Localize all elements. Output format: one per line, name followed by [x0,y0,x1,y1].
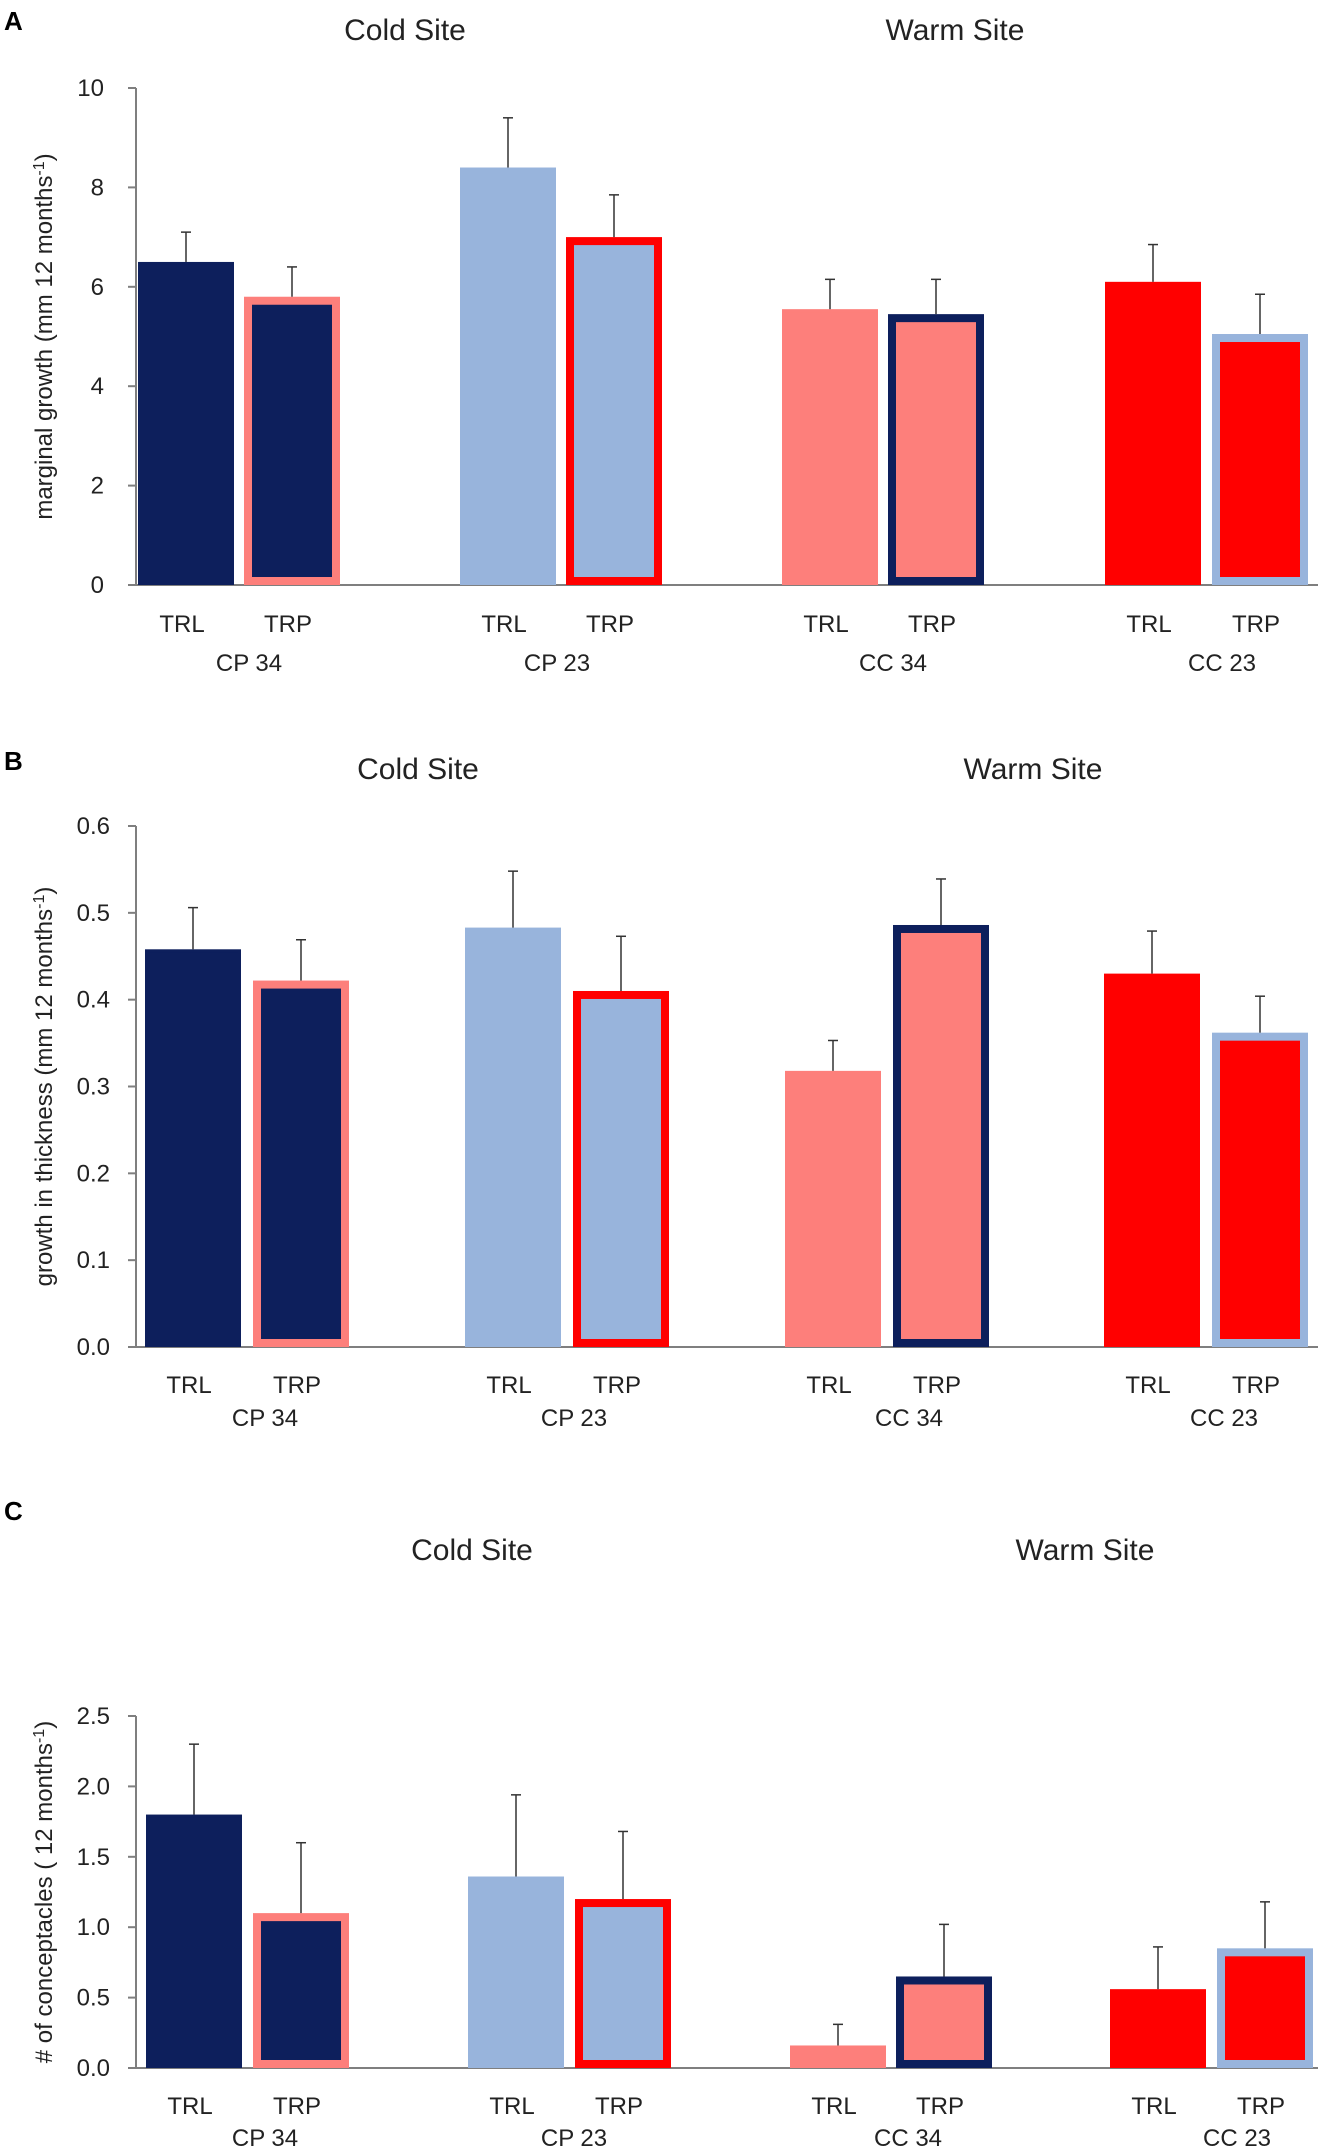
site-label: Cold Site [344,14,466,47]
bar-cp-23-trp [575,1899,671,2069]
bar-label: TRL [159,611,204,638]
bar-cp-34-trl [145,949,241,1347]
group-label: CP 34 [216,650,282,677]
bar-label: TRL [167,2093,212,2120]
y-tick-label: 4 [91,373,104,400]
bar-label: TRL [1125,1372,1170,1399]
panel-letter: C [4,1496,23,1526]
y-tick-label: 0.3 [77,1074,110,1101]
group-label: CC 34 [874,2125,942,2149]
bar-label: TRL [486,1372,531,1399]
group-label: CP 23 [524,650,590,677]
bar-label: TRP [273,1372,321,1399]
y-tick-label: 2.0 [77,1773,110,1800]
site-label: Warm Site [964,753,1103,786]
panel-letter: A [4,6,23,36]
y-axis-label: marginal growth (mm 12 months-1) [31,153,59,519]
y-tick-label: 8 [91,174,104,201]
y-tick-label: 1.5 [77,1844,110,1871]
y-tick-label: 10 [77,75,104,102]
bar-cc-23-trl [1105,281,1201,585]
panel-a: A Cold Site Warm Site 0 2 4 6 8 10 marginal growt… [4,6,1318,677]
bar-label: TRP [916,2093,964,2120]
panel-letter: B [4,746,23,776]
bar-cp-23-trl [468,1876,564,2068]
y-tick-label: 0 [91,572,104,599]
y-tick-label: 1.0 [77,1914,110,1941]
group-label: CC 34 [875,1405,943,1432]
group-label: CC 23 [1203,2125,1271,2149]
bar-label: TRL [166,1372,211,1399]
y-axis-label: # of conceptacles ( 12 months-1) [31,1721,59,2063]
y-tick-label: 2.5 [77,1703,110,1730]
site-label: Warm Site [1016,1534,1155,1567]
bar-label: TRP [1237,2093,1285,2120]
y-tick-label: 0.4 [77,987,110,1014]
y-tick-label: 0.1 [77,1247,110,1274]
bar-label: TRL [803,611,848,638]
y-tick-label: 6 [91,274,104,301]
bar-label: TRL [806,1372,851,1399]
y-tick-label: 0.5 [77,1985,110,2012]
y-tick-label: 2 [91,473,104,500]
y-tick-label: 0.2 [77,1160,110,1187]
bar-cc-34-trl [782,309,878,585]
bar-label: TRP [1232,1372,1280,1399]
bar-cp-23-trl [460,167,556,586]
bar-label: TRP [1232,611,1280,638]
group-label: CP 34 [232,2125,298,2149]
group-label: CC 34 [859,650,927,677]
bar-label: TRP [273,2093,321,2120]
bar-cc-23-trp [1217,1948,1313,2068]
panel-c: C Cold Site Warm Site 0.0 0.5 1.0 1.5 2.0 2.5 # o… [4,1496,1318,2149]
site-label: Cold Site [357,753,479,786]
bar-cp-34-trl [146,1814,242,2069]
panel-b: B Cold Site Warm Site 0.0 0.1 0.2 0.3 0.4 0.5 0.6… [4,746,1318,1432]
bar-cc-34-trp [893,924,989,1347]
group-label: CC 23 [1190,1405,1258,1432]
bar-label: TRL [1131,2093,1176,2120]
group-label: CP 23 [541,1405,607,1432]
bar-cp-23-trp [573,990,669,1347]
site-label: Cold Site [411,1534,533,1567]
y-tick-label: 0.0 [77,1334,110,1361]
y-tick-label: 0.6 [77,813,110,840]
bar-label: TRP [264,611,312,638]
bar-cp-23-trl [465,927,561,1347]
site-label: Warm Site [886,14,1025,47]
bar-cc-34-trl [790,2045,886,2069]
bar-label: TRP [908,611,956,638]
bar-cc-23-trp [1212,1032,1308,1347]
bar-label: TRP [913,1372,961,1399]
group-label: CP 34 [232,1405,298,1432]
bar-label: TRL [481,611,526,638]
bar-cp-34-trp [253,1913,349,2068]
y-axis-label: growth in thickness (mm 12 months-1) [31,887,59,1287]
bar-cp-34-trp [253,980,349,1348]
bar-label: TRL [811,2093,856,2120]
bar-label: TRL [1126,611,1171,638]
bar-cc-34-trl [785,1070,881,1347]
group-label: CP 23 [541,2125,607,2149]
y-tick-label: 0.5 [77,900,110,927]
y-tick-label: 0.0 [77,2055,110,2082]
group-label: CC 23 [1188,650,1256,677]
bar-cp-23-trp [566,237,662,585]
bar-label: TRP [595,2093,643,2120]
bar-cc-34-trp [888,314,984,585]
bar-cp-34-trp [244,296,340,585]
bar-cc-23-trp [1212,334,1308,586]
bar-cc-34-trp [896,1976,992,2068]
bar-cc-23-trl [1104,973,1200,1347]
bar-label: TRP [593,1372,641,1399]
bar-cc-23-trl [1110,1989,1206,2068]
bar-label: TRL [489,2093,534,2120]
bar-label: TRP [586,611,634,638]
bar-cp-34-trl [138,261,234,585]
